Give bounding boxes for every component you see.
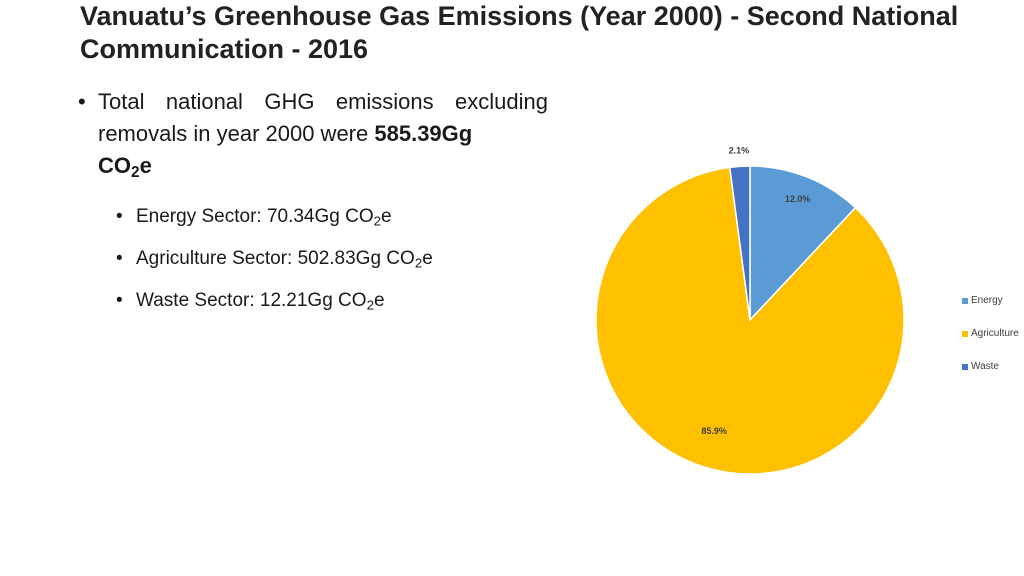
total-emissions-unit-subscript: 2 (131, 163, 140, 181)
pie-chart: 12.0% 85.9% 2.1% (595, 145, 905, 475)
pie-slice-agriculture (595, 166, 905, 475)
bullet-energy-sector: Energy Sector: 70.34Gg CO2e (78, 196, 548, 238)
legend-item-energy: Energy (962, 284, 1019, 317)
total-emissions-unit-tail: e (139, 153, 152, 178)
total-emissions-value: 585.39Gg (374, 121, 473, 146)
bullet-list: Total national GHG emissions excluding r… (78, 86, 548, 322)
pie-slice-waste (728, 165, 751, 321)
sector-list: Energy Sector: 70.34Gg CO2e Agriculture … (78, 196, 548, 322)
legend-item-agriculture: Agriculture (962, 317, 1019, 350)
chart-legend: Energy Agriculture Waste (962, 284, 1019, 383)
pie-slice-energy (749, 165, 857, 322)
legend-swatch-waste (962, 363, 968, 370)
bullet-waste-sector: Waste Sector: 12.21Gg CO2e (78, 280, 548, 322)
bullet-total-emissions: Total national GHG emissions excluding r… (78, 86, 548, 182)
legend-swatch-agriculture (962, 330, 968, 337)
data-label-agriculture: 85.9% (701, 426, 727, 436)
legend-label-energy: Energy (971, 295, 1003, 306)
total-emissions-text: Total national GHG emissions excluding r… (98, 89, 548, 146)
data-label-energy: 12.0% (785, 194, 811, 204)
bullet-agriculture-sector: Agriculture Sector: 502.83Gg CO2e (78, 238, 548, 280)
slide-title: Vanuatu’s Greenhouse Gas Emissions (Year… (80, 1, 959, 64)
legend-item-waste: Waste (962, 350, 1019, 383)
legend-swatch-energy (962, 297, 968, 304)
legend-label-agriculture: Agriculture (971, 328, 1019, 339)
data-label-waste: 2.1% (729, 145, 750, 155)
legend-label-waste: Waste (971, 361, 999, 372)
total-emissions-unit: CO (98, 153, 131, 178)
